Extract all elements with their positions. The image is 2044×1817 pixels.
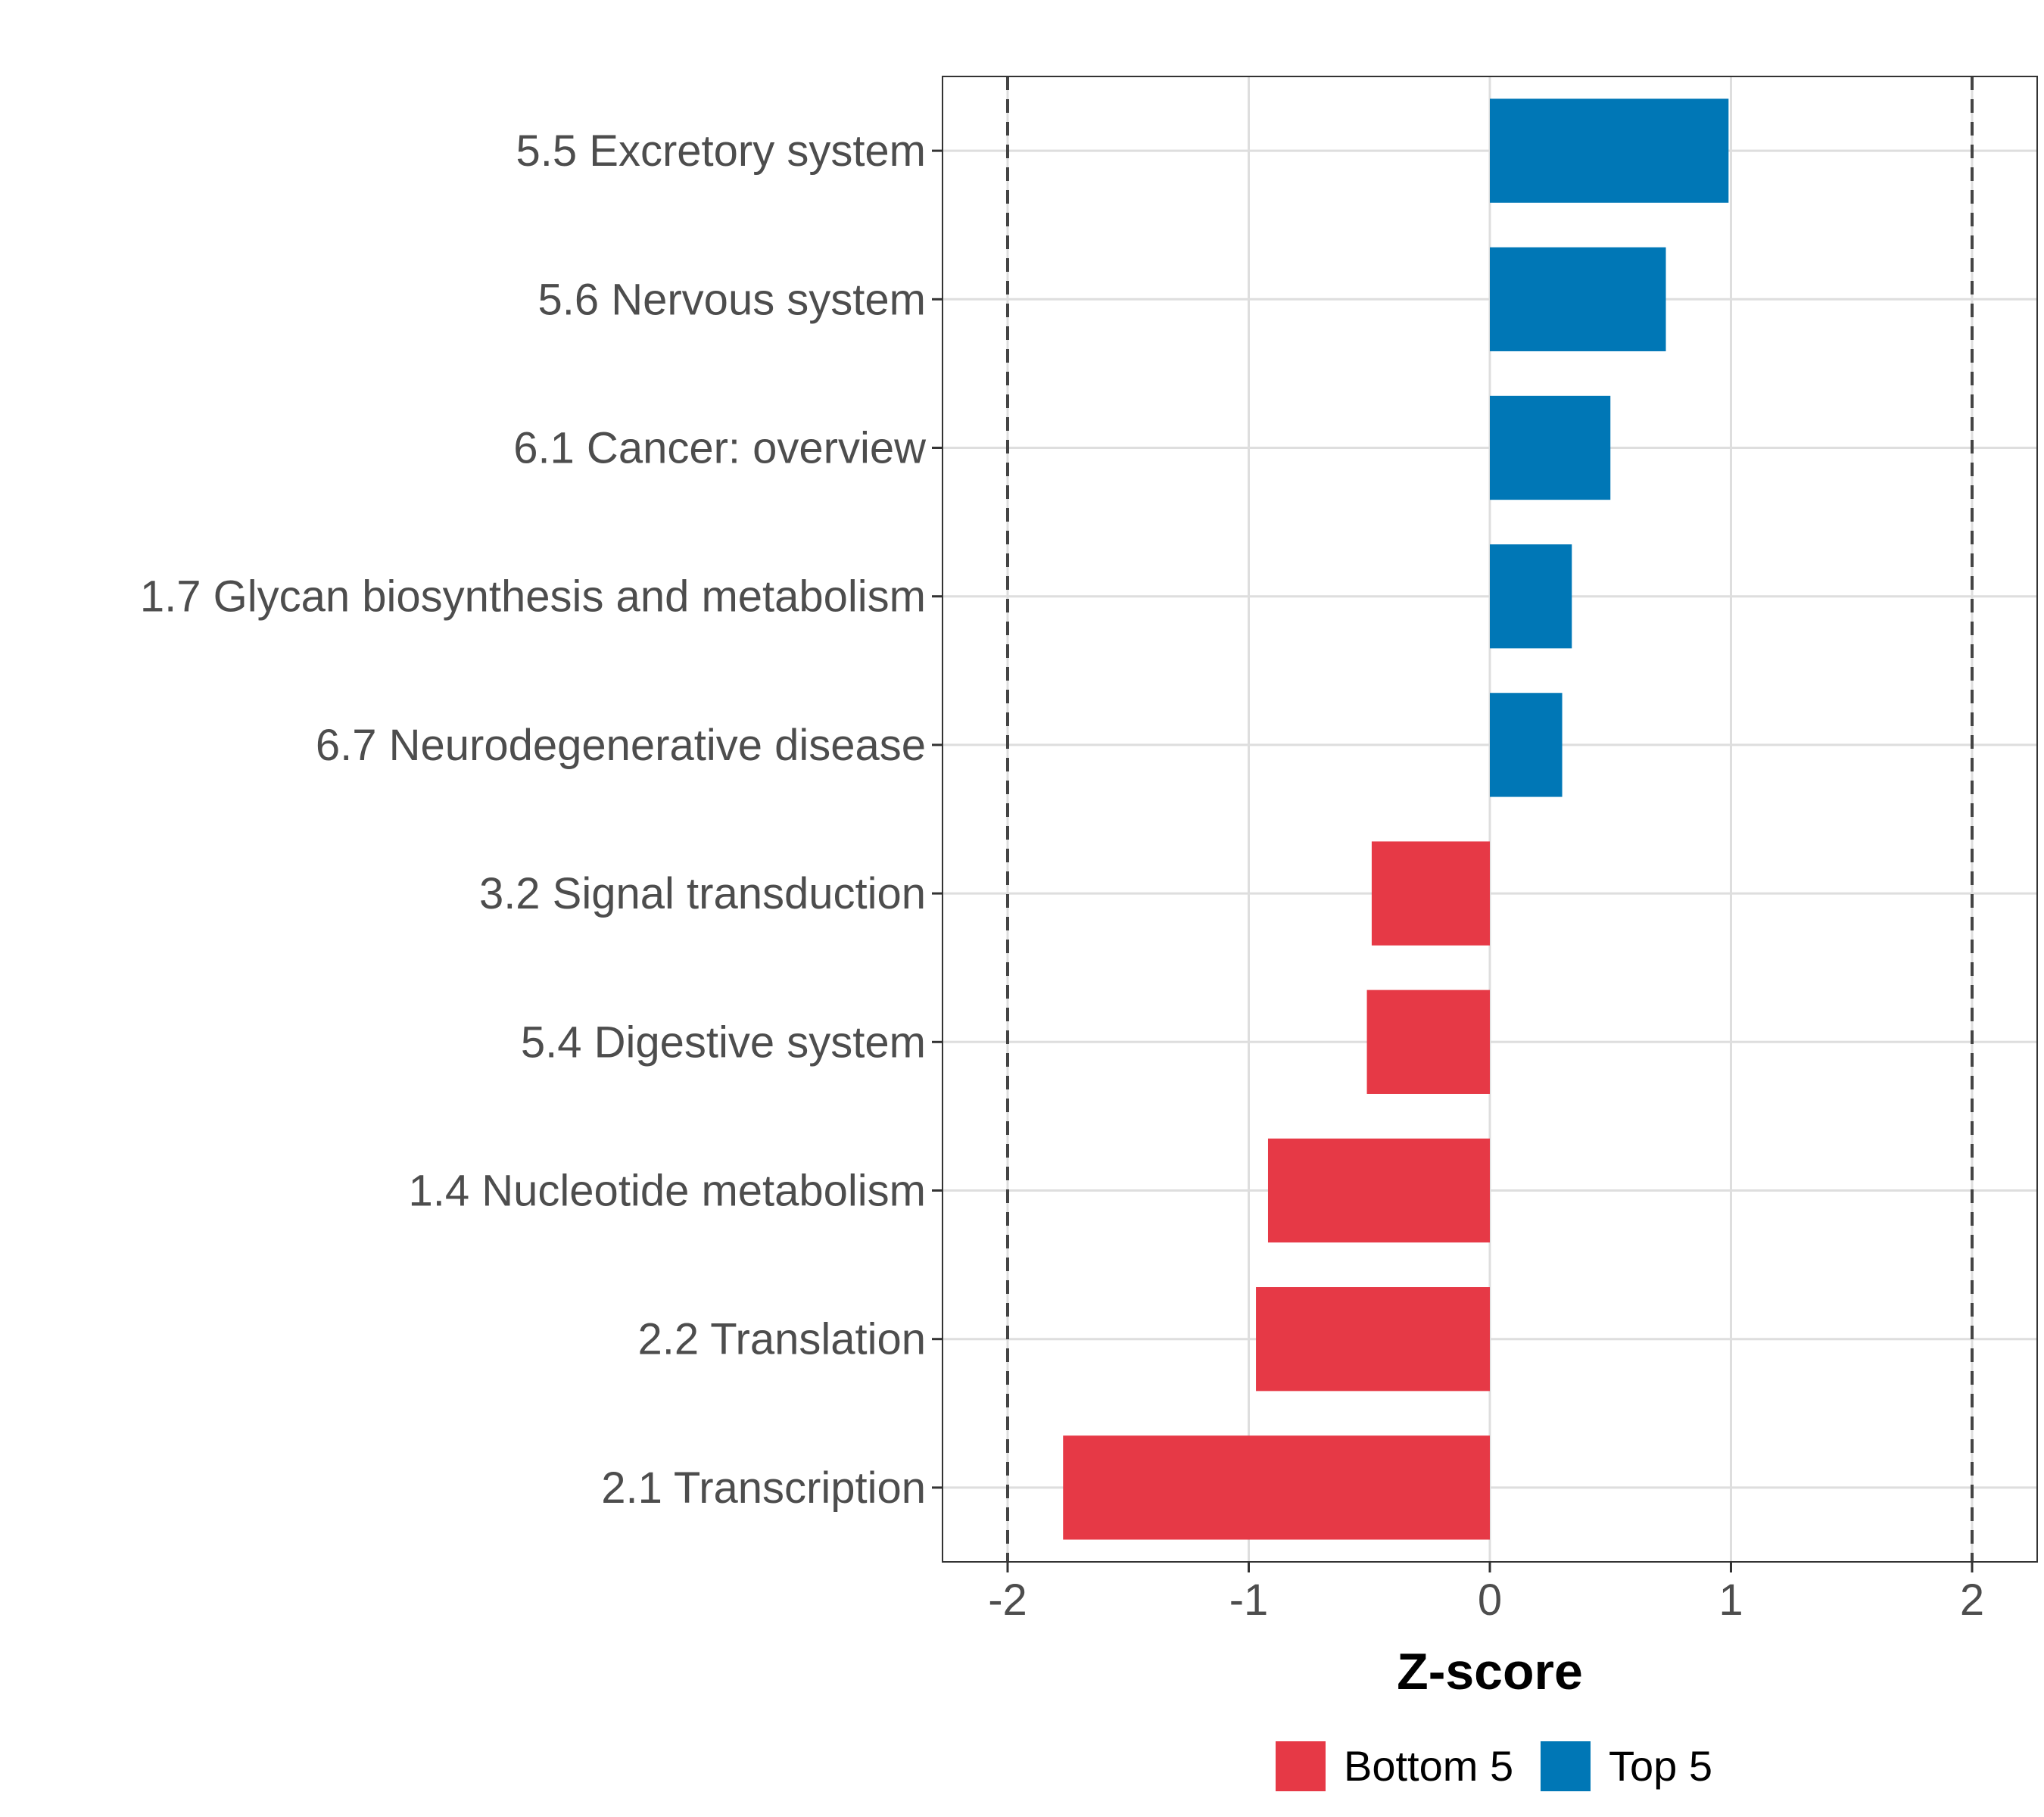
x-tick-label: 2	[1960, 1575, 1984, 1625]
category-label: 1.4 Nucleotide metabolism	[409, 1167, 926, 1216]
category-label: 2.2 Translation	[638, 1315, 926, 1364]
category-label: 6.7 Neurodegenerative disease	[316, 721, 926, 770]
bar	[1490, 247, 1666, 351]
category-label: 5.5 Excretory system	[516, 126, 926, 176]
category-label: 5.4 Digestive system	[521, 1018, 926, 1067]
bar	[1366, 990, 1490, 1094]
x-axis: -2 -1 0 1 2	[988, 1562, 1984, 1625]
bar	[1256, 1287, 1490, 1392]
reference-lines	[1005, 76, 1974, 1562]
category-label: 5.6 Nervous system	[537, 275, 926, 324]
x-tick-label: 0	[1478, 1575, 1502, 1625]
bar	[1063, 1435, 1490, 1540]
legend-swatch	[1276, 1741, 1326, 1791]
x-tick-label: -2	[988, 1575, 1027, 1625]
legend-label: Top 5	[1609, 1742, 1712, 1790]
bar	[1371, 841, 1490, 946]
category-label: 2.1 Transcription	[601, 1463, 926, 1513]
x-tick-label: 1	[1718, 1575, 1743, 1625]
category-label: 3.2 Signal transduction	[479, 869, 926, 918]
x-axis-title: Z-score	[1397, 1643, 1583, 1700]
legend-label: Bottom 5	[1344, 1742, 1513, 1790]
bar	[1490, 98, 1729, 203]
bar	[1490, 395, 1611, 500]
bar	[1490, 544, 1572, 649]
category-label: 1.7 Glycan biosynthesis and metabolism	[140, 572, 926, 622]
legend: Bottom 5 Top 5	[1276, 1741, 1712, 1791]
x-tick-label: -1	[1229, 1575, 1269, 1625]
legend-swatch	[1541, 1741, 1591, 1791]
y-axis: 5.5 Excretory system 5.6 Nervous system 6.…	[140, 126, 943, 1513]
bar	[1267, 1138, 1490, 1243]
bars	[1063, 98, 1729, 1540]
bar	[1490, 693, 1563, 797]
category-label: 6.1 Cancer: overview	[513, 424, 927, 473]
